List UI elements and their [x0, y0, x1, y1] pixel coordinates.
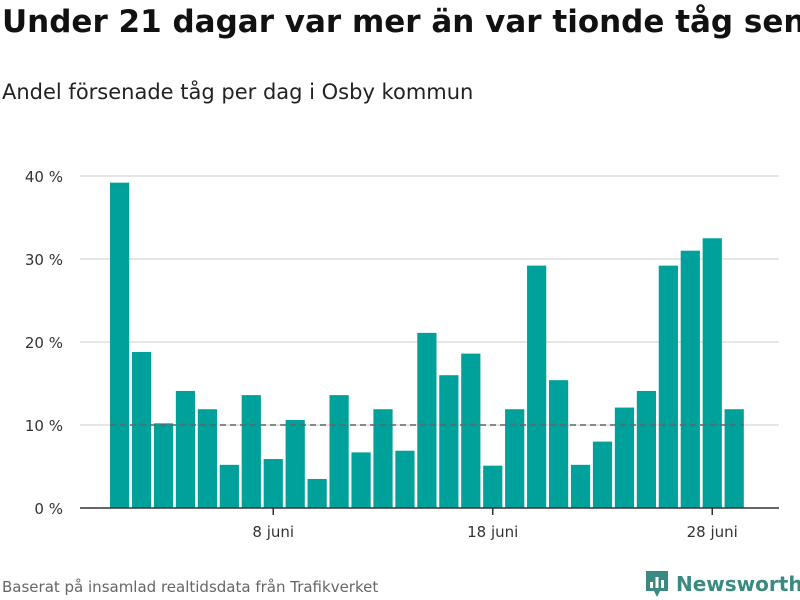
bar — [483, 465, 503, 508]
x-tick-label: 8 juni — [252, 523, 294, 541]
bar — [527, 265, 547, 508]
source-note: Baserat på insamlad realtidsdata från Tr… — [2, 578, 379, 596]
bar — [395, 450, 415, 508]
x-tick-label: 18 juni — [467, 523, 518, 541]
bar — [417, 332, 437, 508]
bar — [461, 353, 481, 508]
bar — [241, 395, 261, 508]
bar — [614, 407, 635, 508]
chart-title: Under 21 dagar var mer än var tionde tåg… — [2, 4, 800, 40]
bar — [702, 238, 722, 508]
bar-chart: 0 % 10 % 20 % 30 % 40 % 8 juni 18 juni 28 juni — [25, 168, 779, 541]
x-tick-label: 28 juni — [687, 523, 738, 541]
bar — [175, 390, 196, 508]
bar — [636, 390, 656, 508]
bar — [110, 182, 130, 508]
brand-name: Newsworthy — [676, 572, 800, 596]
bar — [285, 420, 305, 508]
bar — [549, 380, 569, 508]
bar — [219, 464, 239, 508]
y-tick-label: 0 % — [34, 500, 63, 518]
chart-subtitle: Andel försenade tåg per dag i Osby kommu… — [2, 80, 474, 104]
bar — [197, 409, 217, 508]
bar — [505, 409, 525, 508]
brand-logo: Newsworthy — [644, 569, 800, 599]
bar — [307, 478, 327, 508]
bar — [724, 409, 744, 508]
bar — [351, 452, 371, 508]
bar — [373, 409, 393, 508]
bar — [263, 459, 283, 508]
bar — [680, 250, 700, 508]
bar — [592, 441, 613, 508]
bar — [153, 423, 174, 508]
y-tick-label: 20 % — [25, 334, 63, 352]
bar — [658, 265, 678, 508]
bar — [439, 375, 459, 508]
bar — [570, 464, 591, 508]
bar — [131, 351, 152, 508]
y-tick-label: 40 % — [25, 168, 63, 186]
y-tick-label: 10 % — [25, 417, 63, 435]
newsworthy-logo-icon — [646, 571, 668, 597]
bar — [329, 395, 349, 508]
y-tick-label: 30 % — [25, 251, 63, 269]
